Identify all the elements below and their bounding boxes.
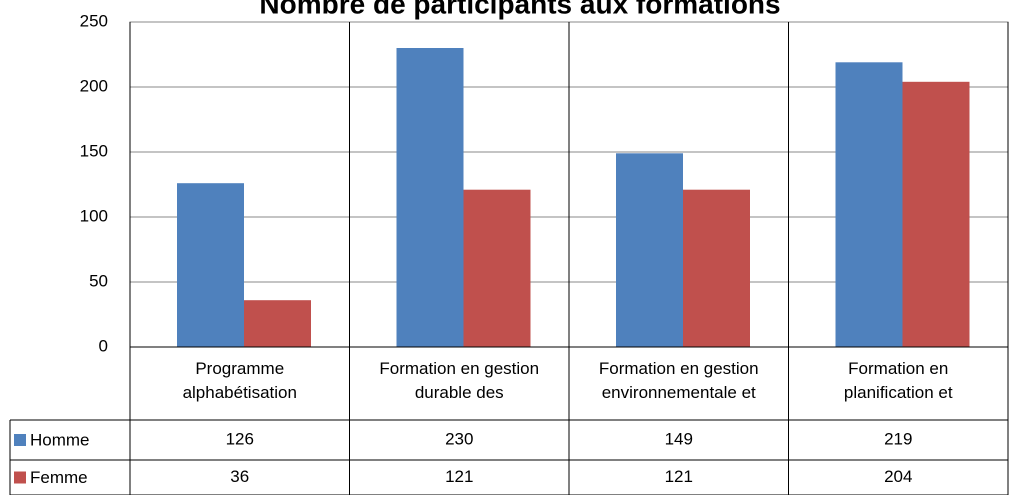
table-value: 126 — [226, 429, 254, 448]
y-tick-label: 50 — [89, 271, 108, 290]
bar — [396, 48, 464, 347]
x-tick-label: Formation en planification et — [843, 359, 953, 402]
table-value: 149 — [665, 429, 693, 448]
table-value: 230 — [445, 429, 473, 448]
table-value: 36 — [230, 467, 249, 486]
bar — [683, 189, 750, 347]
bar — [616, 153, 683, 347]
bar — [177, 183, 244, 347]
y-tick-label: 200 — [80, 76, 108, 95]
legend-label: Homme — [30, 430, 90, 449]
x-tick-label: Programme alphabétisation — [182, 359, 297, 402]
legend-key — [14, 471, 26, 484]
legend-key — [14, 434, 26, 446]
table-value: 204 — [884, 467, 912, 486]
y-tick-label: 100 — [80, 206, 108, 225]
bar — [835, 62, 903, 348]
table-value: 121 — [445, 467, 473, 486]
y-tick-label: 0 — [99, 336, 108, 355]
y-tick-label: 150 — [80, 141, 108, 160]
bar — [463, 189, 531, 347]
chart-title: Nombre de participants aux formations — [259, 0, 780, 19]
legend-label: Femme — [30, 468, 88, 487]
x-tick-label: Formation en gestion durable des — [379, 359, 540, 402]
y-tick-label: 250 — [80, 11, 108, 30]
table-value: 219 — [884, 429, 912, 448]
bar — [902, 81, 970, 348]
bar — [244, 300, 311, 347]
table-value: 121 — [665, 467, 693, 486]
x-tick-label: Formation en gestion environnementale et — [598, 359, 759, 402]
